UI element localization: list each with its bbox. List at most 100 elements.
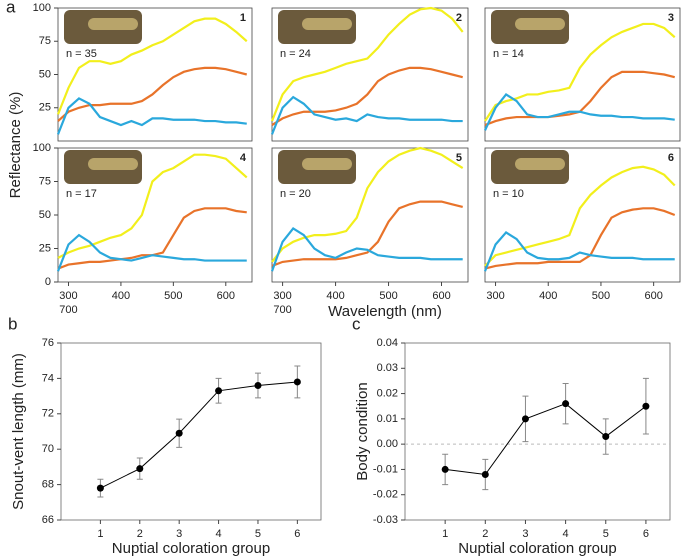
spectrum-line (270, 6, 464, 122)
y-tick-label: 0 (45, 276, 51, 288)
panel-label: a (6, 0, 16, 16)
sample-size: n = 10 (493, 188, 524, 200)
spectrum-line (57, 153, 248, 259)
y-tick-label: 50 (39, 68, 51, 80)
plot-frame (60, 342, 322, 521)
y-tick-label: -0.03 (373, 514, 398, 526)
x-tick-label: 700 (59, 304, 77, 316)
x-tick-label: 1 (442, 528, 448, 540)
panel-label: c (352, 314, 361, 333)
y-tick-label: 75 (39, 35, 51, 47)
y-axis-label: Body condition (354, 382, 371, 480)
spectrum-line (56, 97, 247, 135)
lizard-photo-highlight (88, 158, 138, 170)
y-tick-label: 100 (33, 142, 51, 154)
x-tick-label: 2 (482, 528, 488, 540)
plot-frame (484, 147, 681, 283)
x-tick-label: 6 (643, 528, 649, 540)
point (254, 381, 262, 389)
y-tick-label: 25 (39, 242, 51, 254)
x-axis-label: Nuptial coloration group (458, 540, 616, 557)
x-tick-label: 3 (522, 528, 528, 540)
point (441, 465, 449, 473)
x-tick-label: 4 (563, 528, 569, 540)
spectrum-line (484, 165, 676, 267)
trend-line (445, 403, 647, 476)
panel-number: 2 (456, 12, 462, 24)
spectrum-line (270, 226, 463, 272)
y-tick-label: -0.01 (373, 463, 398, 475)
x-axis-label: Nuptial coloration group (112, 540, 270, 557)
x-tick-label: 400 (112, 290, 130, 302)
point (562, 400, 570, 408)
spectrum-line (271, 200, 463, 267)
panel-label: b (8, 314, 17, 333)
y-tick-label: 72 (42, 408, 54, 420)
sample-size: n = 17 (66, 188, 97, 200)
spectrum-line (484, 22, 676, 122)
x-tick-label: 4 (216, 528, 222, 540)
y-tick-label: 70 (42, 443, 54, 455)
sample-size: n = 35 (66, 48, 97, 60)
sample-size: n = 20 (280, 188, 311, 200)
trend-line (100, 381, 298, 489)
spectrum-line (56, 233, 247, 272)
y-tick-label: 25 (39, 102, 51, 114)
spectrum-line (56, 17, 248, 115)
x-tick-label: 300 (59, 290, 77, 302)
panel-number: 6 (668, 152, 674, 164)
sample-size: n = 14 (493, 48, 524, 60)
y-tick-label: 68 (42, 479, 54, 491)
plot-frame (271, 7, 469, 142)
x-axis-label: Wavelength (nm) (328, 303, 442, 320)
x-tick-label: 3 (176, 528, 182, 540)
point (642, 402, 650, 410)
y-tick-label: 66 (42, 514, 54, 526)
x-tick-label: 700 (273, 304, 291, 316)
y-tick-label: 0.00 (377, 438, 398, 450)
lizard-photo-highlight (302, 158, 352, 170)
spectrum-line (271, 66, 463, 126)
lizard-photo-highlight (515, 158, 565, 170)
y-tick-label: 76 (42, 337, 54, 349)
x-tick-label: 400 (326, 290, 344, 302)
panel-number: 4 (240, 152, 247, 164)
spectrum-line (484, 207, 676, 270)
spectrum-line (483, 230, 675, 272)
plot-frame (271, 147, 469, 283)
x-tick-label: 500 (592, 290, 610, 302)
x-tick-label: 400 (539, 290, 557, 302)
x-tick-label: 300 (486, 290, 504, 302)
spectrum-line (57, 66, 248, 122)
y-tick-label: 74 (42, 372, 54, 384)
y-tick-label: 0.03 (377, 362, 398, 374)
point (136, 465, 144, 473)
x-tick-label: 5 (603, 528, 609, 540)
spectrum-line (270, 95, 463, 135)
lizard-photo-highlight (515, 18, 565, 30)
spectrum-line (271, 146, 464, 263)
x-tick-label: 5 (255, 528, 261, 540)
x-tick-label: 500 (164, 290, 182, 302)
sample-size: n = 24 (280, 48, 311, 60)
y-tick-label: 0.02 (377, 387, 398, 399)
x-tick-label: 500 (379, 290, 397, 302)
lizard-photo-highlight (302, 18, 352, 30)
point (521, 415, 529, 423)
x-tick-label: 600 (644, 290, 662, 302)
x-tick-label: 1 (97, 528, 103, 540)
plot-frame (484, 7, 681, 142)
spectrum-line (484, 92, 675, 131)
y-tick-label: 50 (39, 209, 51, 221)
x-tick-label: 2 (137, 528, 143, 540)
point (96, 484, 104, 492)
point (175, 429, 183, 437)
y-tick-label: -0.02 (373, 489, 398, 501)
y-axis-label: Snout-vent length (mm) (10, 353, 27, 510)
y-axis-label: Reflectance (%) (7, 92, 24, 199)
lizard-photo-highlight (88, 18, 138, 30)
y-tick-label: 0.04 (377, 337, 398, 349)
point (215, 387, 223, 395)
y-tick-label: 0.01 (377, 413, 398, 425)
